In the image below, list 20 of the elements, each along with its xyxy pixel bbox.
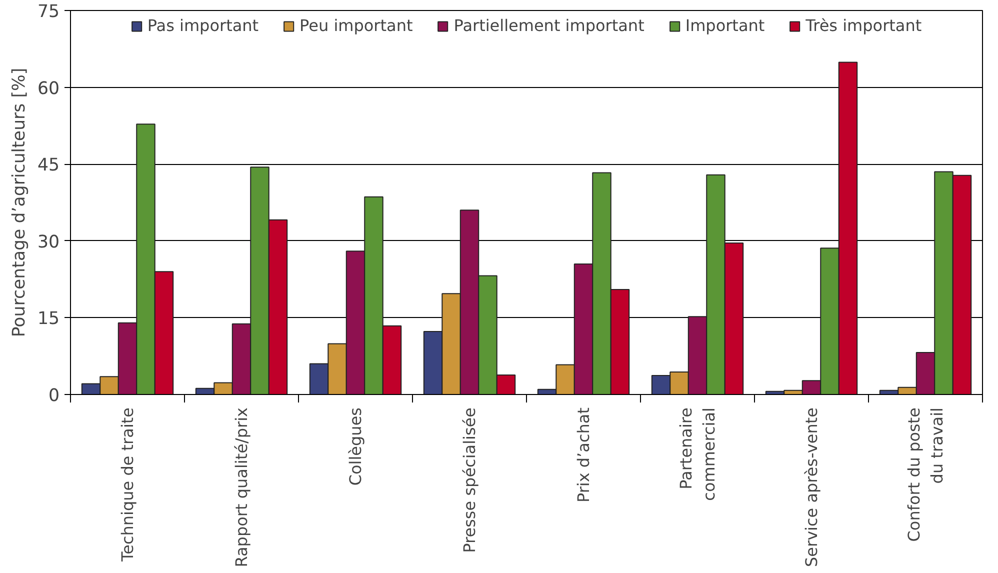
y-axis-title: Pourcentage d’agriculteurs [%]: [9, 68, 30, 338]
y-tick-label: 15: [37, 309, 60, 330]
y-tick-label: 45: [37, 156, 60, 176]
x-tick-label: Collègues: [346, 408, 365, 486]
x-tick-label: Presse spécialisée: [460, 407, 479, 553]
x-tick-label: Confort du poste du travail: [904, 407, 946, 542]
legend-label: Très important: [806, 16, 922, 35]
x-tick-label: Prix d’achat: [574, 407, 593, 503]
y-tick-label: 30: [37, 232, 60, 252]
y-tick-label: 0: [48, 386, 60, 406]
x-tick-label: Partenaire commercial: [676, 407, 718, 501]
legend-label: Pas important: [147, 16, 259, 35]
legend-label: Peu important: [300, 16, 413, 35]
y-tick-label: 75: [37, 2, 60, 22]
x-tick-label: Service après-vente: [802, 408, 821, 567]
x-tick-label: Technique de traite: [118, 408, 137, 562]
x-tick-label: Rapport qualité/prix: [232, 407, 251, 568]
legend-label: Important: [685, 16, 765, 35]
y-tick-label: 60: [37, 78, 60, 99]
legend-label: Partiellement important: [454, 16, 644, 35]
